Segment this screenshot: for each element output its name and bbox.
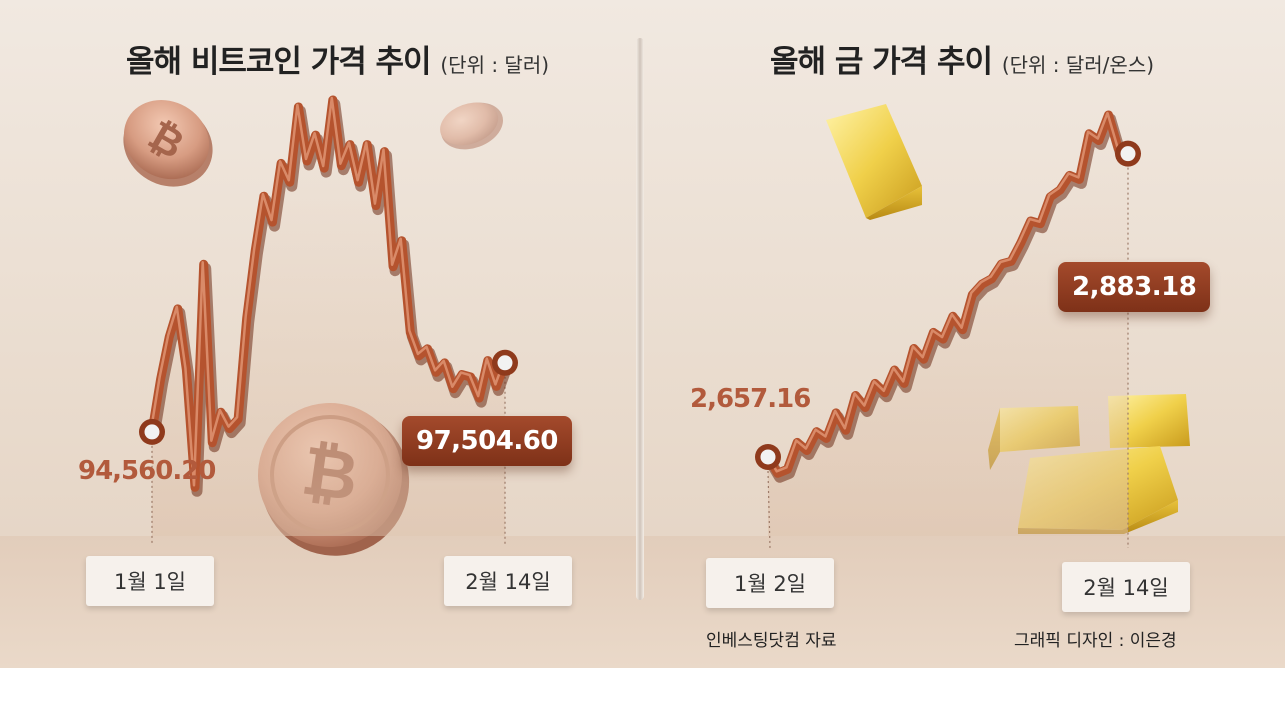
design-credit: 그래픽 디자인 : 이은경	[1014, 631, 1177, 651]
gold-end-date: 2월 14일	[1062, 562, 1190, 612]
bitcoin-end-value-badge: 97,504.60	[402, 416, 572, 466]
gold-chart-title: 올해 금 가격 추이 (단위 : 달러/온스)	[770, 36, 1154, 81]
bitcoin-chart-title: 올해 비트코인 가격 추이 (단위 : 달러)	[126, 36, 549, 81]
gold-end-value-badge: 2,883.18	[1058, 262, 1211, 312]
bitcoin-start-date: 1월 1일	[86, 556, 214, 606]
gold-start-date: 1월 2일	[706, 558, 834, 608]
gold-bar-icon	[826, 104, 922, 220]
bitcoin-unit-label: (단위 : 달러)	[440, 53, 550, 77]
bitcoin-end-marker	[497, 355, 513, 371]
gold-start-marker	[760, 449, 776, 465]
gold-area-shade	[768, 115, 1128, 536]
source-credit: 인베스팅닷컴 자료	[706, 631, 837, 651]
bitcoin-start-value: 94,560.20	[78, 456, 216, 486]
bitcoin-coin-icon: ₿	[123, 99, 213, 187]
gold-end-marker	[1120, 146, 1136, 162]
gold-series-line-highlight	[765, 111, 1129, 473]
gold-start-value: 2,657.16	[690, 384, 811, 414]
bitcoin-start-marker	[144, 424, 160, 440]
bitcoin-end-date: 2월 14일	[444, 556, 572, 606]
bitcoin-coin-icon	[440, 102, 503, 150]
panel-divider	[636, 38, 644, 600]
gold-title-text: 올해 금 가격 추이	[770, 44, 993, 80]
gold-unit-label: (단위 : 달러/온스)	[1001, 53, 1155, 77]
bitcoin-series-line-highlight	[149, 96, 506, 487]
bitcoin-title-text: 올해 비트코인 가격 추이	[126, 44, 432, 80]
gold-series-line	[763, 110, 1133, 478]
